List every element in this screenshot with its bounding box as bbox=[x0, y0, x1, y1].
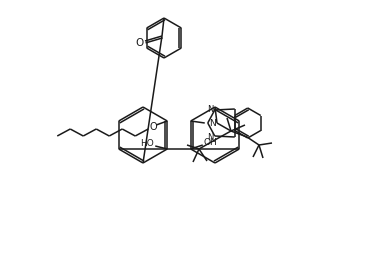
Text: O: O bbox=[135, 38, 143, 48]
Text: N: N bbox=[207, 104, 214, 113]
Text: N: N bbox=[209, 119, 215, 127]
Text: HO: HO bbox=[140, 139, 154, 147]
Text: OH: OH bbox=[204, 138, 218, 147]
Text: O: O bbox=[149, 122, 157, 132]
Text: N: N bbox=[207, 133, 214, 141]
